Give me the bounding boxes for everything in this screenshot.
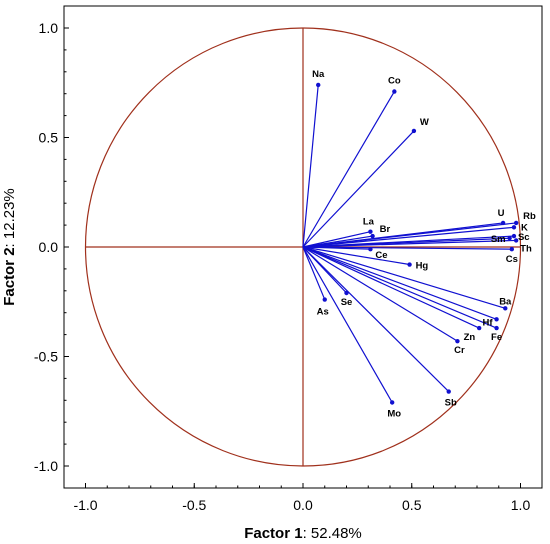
vector-na xyxy=(302,84,319,248)
point-zn xyxy=(476,325,482,331)
point-cr xyxy=(455,338,460,344)
y-tick-label: 1.0 xyxy=(39,20,59,36)
y-tick-label: 0.5 xyxy=(39,130,59,146)
point-la xyxy=(368,229,373,234)
vector-sb xyxy=(302,246,450,392)
point-as xyxy=(322,297,327,302)
vector-cr xyxy=(302,246,458,342)
label-sc: Sc xyxy=(518,232,530,243)
point-hf xyxy=(494,317,499,322)
x-axis-title-name: Factor 1 xyxy=(244,525,302,542)
label-hf: Hf xyxy=(483,317,494,328)
x-axis-title: Factor 1: 52.48% xyxy=(244,525,362,542)
point-rb xyxy=(513,220,519,226)
y-axis-title-value: : 12.23% xyxy=(1,188,18,247)
point-cs xyxy=(509,246,514,252)
vector-la xyxy=(302,231,371,248)
vector-cs xyxy=(302,246,512,250)
vector-w xyxy=(302,130,415,248)
point-sb xyxy=(446,389,451,394)
point-hg xyxy=(407,262,412,267)
unit-circle-path xyxy=(84,27,522,467)
variable-vectors xyxy=(302,82,519,405)
label-zn: Zn xyxy=(464,332,476,343)
point-co xyxy=(392,89,397,94)
vector-as xyxy=(302,246,326,300)
x-axis-title-value: : 52.48% xyxy=(303,525,362,542)
label-w: W xyxy=(420,117,429,128)
unit-circle xyxy=(84,27,522,467)
y-axis-title: Factor 2: 12.23% xyxy=(1,188,18,306)
vector-hf xyxy=(302,246,497,320)
point-k xyxy=(511,225,517,230)
vector-k xyxy=(302,226,515,248)
point-sc xyxy=(511,233,517,239)
point-sm xyxy=(507,236,512,241)
label-rb: Rb xyxy=(523,211,536,222)
x-tick-label: -1.0 xyxy=(73,497,97,513)
point-br xyxy=(370,233,375,239)
vector-fe xyxy=(302,246,497,329)
label-sb: Sb xyxy=(445,398,457,409)
point-th xyxy=(513,238,519,243)
y-tick-label: 0.0 xyxy=(39,239,59,255)
point-mo xyxy=(389,400,395,405)
label-fe: Fe xyxy=(491,332,502,343)
label-se: Se xyxy=(341,297,353,308)
x-tick-label: 0.0 xyxy=(293,497,313,513)
vector-rb xyxy=(302,222,517,248)
y-tick-label: -1.0 xyxy=(34,458,58,474)
label-ba: Ba xyxy=(499,296,512,307)
vector-hg xyxy=(302,246,410,266)
label-sm: Sm xyxy=(491,234,506,245)
label-hg: Hg xyxy=(416,261,429,272)
label-co: Co xyxy=(388,76,401,87)
point-w xyxy=(411,128,417,134)
point-ba xyxy=(503,306,508,311)
label-k: K xyxy=(521,222,528,233)
vector-co xyxy=(302,91,395,248)
y-tick-label: -0.5 xyxy=(34,349,58,365)
label-th: Th xyxy=(520,243,532,254)
vector-zn xyxy=(302,246,480,329)
x-tick-label: -0.5 xyxy=(182,497,206,513)
label-br: Br xyxy=(380,224,391,235)
axis-ticks: -1.0 -0.5 0.0 0.5 1.0 -1.0 -0.5 0.0 0.5 1.0 xyxy=(34,20,531,513)
label-ce: Ce xyxy=(375,250,387,261)
label-cr: Cr xyxy=(454,345,465,356)
label-na: Na xyxy=(312,69,325,80)
vector-mo xyxy=(302,246,393,403)
point-fe xyxy=(494,325,499,331)
label-as: As xyxy=(317,307,329,318)
label-u: U xyxy=(498,208,505,219)
point-na xyxy=(316,82,321,88)
x-tick-label: 1.0 xyxy=(511,497,531,513)
label-cs: Cs xyxy=(506,254,518,265)
vector-ba xyxy=(302,246,506,309)
x-tick-label: 0.5 xyxy=(402,497,422,513)
label-la: La xyxy=(363,217,375,228)
y-axis-title-name: Factor 2 xyxy=(1,247,18,305)
label-mo: Mo xyxy=(387,408,401,419)
vector-th xyxy=(302,239,517,248)
